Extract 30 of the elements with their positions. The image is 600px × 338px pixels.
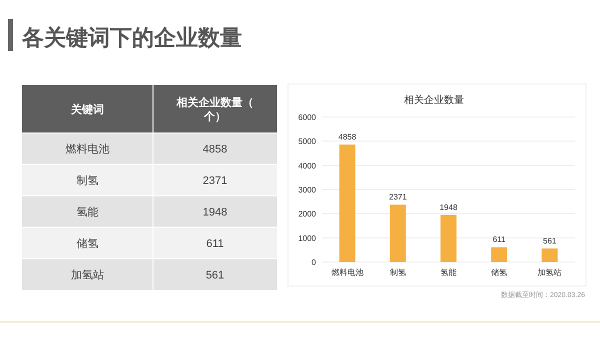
x-tick-label: 氢能 [440, 268, 456, 277]
y-tick-label: 2000 [298, 210, 317, 219]
y-tick-label: 3000 [298, 186, 317, 194]
x-tick-label: 加氢站 [538, 268, 562, 277]
data-label: 561 [543, 236, 557, 246]
x-tick-label: 制氢 [390, 268, 406, 277]
data-label: 611 [492, 235, 506, 244]
text: 关键词 [70, 103, 104, 116]
data-label: 4858 [338, 132, 357, 142]
y-tick-label: 5000 [298, 137, 317, 146]
data-label: 1948 [202, 206, 228, 218]
x-tick-label: 燃料电池 [331, 268, 364, 277]
category-label: 储氢 [76, 238, 98, 250]
category-label: 氢能 [76, 206, 98, 218]
category-label: 制氢 [76, 174, 98, 188]
data-label: 611 [206, 238, 224, 250]
category-label: 燃料电池 [66, 142, 110, 156]
x-tick-label: 储氢 [491, 268, 508, 277]
y-tick-label: 0 [312, 258, 317, 267]
data-label: 1948 [440, 202, 458, 212]
text: 各关键词下的企业数量 [21, 25, 242, 50]
y-tick-label: 1000 [298, 234, 317, 243]
y-tick-label: 6000 [298, 113, 317, 122]
data-label: 2371 [389, 192, 408, 202]
y-tick-label: 4000 [298, 161, 317, 170]
chart-title: 相关企业数量 [404, 94, 464, 106]
data-label: 4858 [202, 144, 228, 156]
text: 相关企业数量（个） [176, 96, 254, 123]
data-label: 561 [206, 269, 224, 282]
data-label: 2371 [202, 175, 228, 188]
